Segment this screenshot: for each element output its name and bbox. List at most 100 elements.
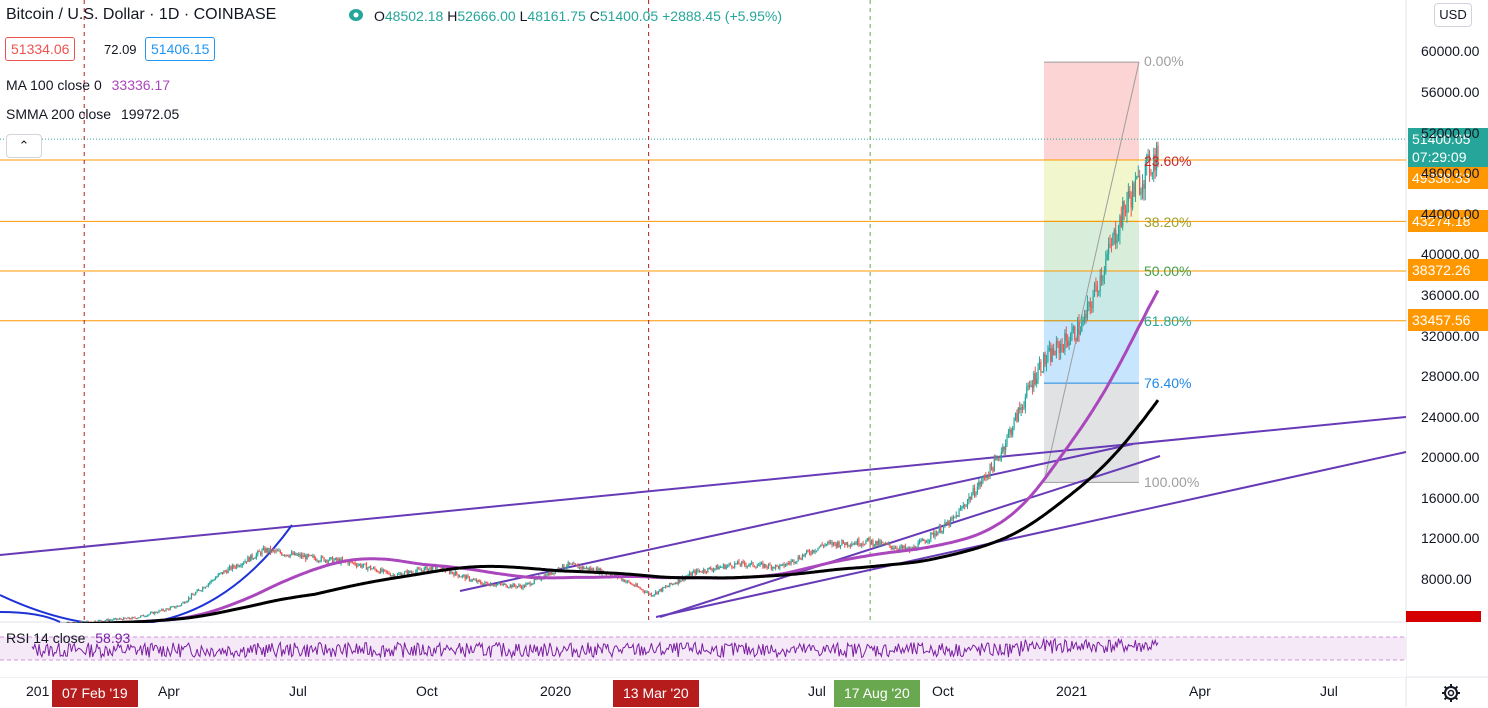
candle-body bbox=[789, 563, 791, 565]
candle-body bbox=[1098, 290, 1100, 292]
y-tick-label: 48000.00 bbox=[1421, 165, 1480, 181]
candle-body bbox=[917, 542, 919, 550]
candle-body bbox=[777, 565, 780, 569]
candle-body bbox=[849, 545, 851, 547]
fib-zone bbox=[1044, 221, 1139, 271]
close-value: 51400.05 bbox=[599, 8, 659, 24]
candle-body bbox=[526, 583, 528, 585]
currency-button[interactable]: USD bbox=[1434, 3, 1472, 27]
candle-body bbox=[358, 564, 360, 566]
candle-body bbox=[952, 517, 955, 519]
candle-body bbox=[852, 544, 854, 546]
candle-body bbox=[515, 585, 517, 588]
candle-body bbox=[666, 586, 668, 588]
candle-body bbox=[488, 585, 490, 587]
candle-body bbox=[523, 585, 526, 588]
candle-body bbox=[463, 575, 465, 577]
candle-body bbox=[1054, 354, 1056, 356]
collapse-legend-button[interactable]: ⌃ bbox=[6, 134, 42, 158]
candle-body bbox=[863, 544, 866, 546]
candle-body bbox=[1127, 190, 1129, 202]
rsi-legend[interactable]: RSI 14 close 58.93 bbox=[6, 630, 130, 646]
smma-legend[interactable]: SMMA 200 close 19972.05 bbox=[6, 106, 179, 122]
candle-body bbox=[584, 568, 586, 570]
candle-body bbox=[844, 543, 846, 546]
candle-body bbox=[291, 552, 293, 555]
candle-body bbox=[986, 475, 988, 478]
candle-body bbox=[238, 566, 241, 568]
candle-body bbox=[935, 533, 938, 536]
event-tag-feb-2019: 07 Feb '19 bbox=[52, 680, 138, 707]
candle-body bbox=[567, 562, 569, 567]
candle-body bbox=[796, 560, 798, 563]
fib-label-61: 61.80% bbox=[1144, 313, 1192, 329]
candle-body bbox=[704, 569, 706, 572]
candle-body bbox=[835, 543, 837, 547]
candle-body bbox=[715, 565, 717, 569]
candle-body bbox=[450, 571, 452, 574]
candle-body bbox=[937, 531, 939, 536]
candle-body bbox=[695, 569, 698, 574]
candle-body bbox=[1088, 302, 1090, 304]
event-tag-mar-2020: 13 Mar '20 bbox=[613, 680, 699, 707]
candle-body bbox=[655, 591, 657, 595]
candle-body bbox=[938, 526, 940, 532]
candle-body bbox=[451, 571, 454, 574]
candle-body bbox=[162, 609, 164, 611]
candle-body bbox=[1044, 353, 1046, 365]
candle-body bbox=[533, 578, 535, 583]
candle-body bbox=[707, 567, 709, 573]
high-label: H bbox=[447, 8, 458, 24]
candle-body bbox=[885, 543, 887, 545]
candle-body bbox=[585, 567, 588, 569]
buy-button[interactable]: 51406.15 bbox=[145, 37, 216, 61]
rsi-line bbox=[31, 637, 1159, 660]
candle-body bbox=[494, 585, 496, 587]
candle-body bbox=[866, 538, 868, 541]
candle-body bbox=[467, 575, 469, 577]
candle-body bbox=[765, 564, 767, 567]
candle-body bbox=[306, 554, 308, 560]
candle-body bbox=[453, 573, 455, 576]
settings-gear-icon[interactable] bbox=[1441, 683, 1461, 703]
candle-body bbox=[275, 550, 277, 552]
candle-body bbox=[482, 583, 485, 585]
x-tick-label: Jul bbox=[289, 683, 307, 699]
candle-body bbox=[650, 593, 653, 597]
candle-body bbox=[632, 584, 634, 586]
candle-body bbox=[729, 563, 732, 566]
candle-body bbox=[307, 554, 310, 556]
candle-body bbox=[598, 568, 600, 574]
candle-body bbox=[1119, 216, 1121, 235]
candle-body bbox=[851, 544, 853, 546]
candle-body bbox=[615, 574, 617, 576]
candle-body bbox=[130, 618, 132, 620]
candle-body bbox=[213, 580, 215, 582]
candle-body bbox=[1085, 314, 1087, 319]
candle-body bbox=[190, 594, 193, 599]
candle-body bbox=[372, 567, 375, 569]
candle-body bbox=[801, 555, 804, 560]
candle-body bbox=[920, 540, 922, 542]
candle-body bbox=[204, 586, 207, 589]
candle-body bbox=[354, 562, 356, 565]
candle-body bbox=[140, 615, 142, 618]
candle-body bbox=[1045, 359, 1048, 365]
candle-body bbox=[1113, 229, 1115, 236]
eye-icon[interactable] bbox=[348, 8, 364, 26]
candle-body bbox=[725, 566, 727, 569]
ma-legend[interactable]: MA 100 close 0 33336.17 bbox=[6, 77, 170, 93]
candle-body bbox=[1026, 386, 1028, 397]
candle-body bbox=[254, 557, 256, 559]
candle-body bbox=[173, 606, 176, 608]
candle-body bbox=[389, 574, 392, 577]
candle-body bbox=[403, 572, 406, 575]
symbol-title[interactable]: Bitcoin / U.S. Dollar · 1D · COINBASE bbox=[6, 6, 276, 24]
candle-body bbox=[195, 592, 197, 595]
candle-body bbox=[896, 547, 898, 550]
candle-body bbox=[1023, 407, 1025, 409]
candle-body bbox=[1116, 240, 1118, 244]
sell-button[interactable]: 51334.06 bbox=[5, 37, 76, 61]
candle-body bbox=[375, 569, 377, 572]
